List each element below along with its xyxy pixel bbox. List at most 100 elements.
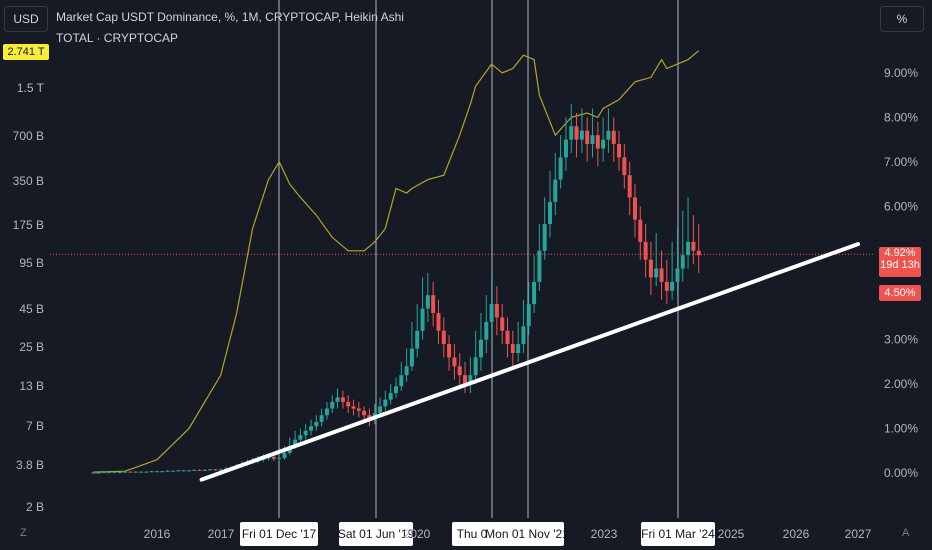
x-tick-label: 2023 [591,527,618,541]
compare-symbol-label[interactable]: TOTAL · CRYPTOCAP [56,31,179,45]
candle-body [409,348,414,367]
candle-body [494,304,499,318]
candle [133,471,138,473]
candle-body [160,471,165,473]
right-price-badge: 4.92% 19d 13h [879,247,921,277]
candle [659,250,664,300]
candle [473,330,478,385]
candle [595,121,600,167]
right-tick-label: 8.00% [884,110,918,124]
candle-body [186,470,191,472]
candle-body [484,321,489,340]
date-marker-label: Thu 0 [457,527,488,541]
candle [170,470,175,472]
candle-body [128,471,133,473]
candle [590,108,595,158]
candle [309,419,314,436]
candle [319,408,324,427]
candle-body [351,406,356,409]
candle-body [309,426,314,431]
candle-body [691,241,696,251]
left-axis-unit-button[interactable]: USD [4,6,48,32]
candle-body [643,241,648,260]
bar-countdown: 19d 13h [880,259,920,271]
candle-body [627,175,632,198]
candle [468,357,473,393]
candle-body [155,471,159,473]
candle-body [319,415,324,422]
candle [457,352,462,389]
x-tick-label: 2020 [404,527,431,541]
candle [670,241,675,300]
candle [494,286,499,336]
candle-body [670,281,675,291]
candle-body [415,330,420,349]
candle [155,470,159,473]
candle [91,472,96,474]
candle-body [516,344,521,353]
date-marker-label-bg [339,522,413,546]
candle-body [558,157,563,180]
date-marker-label: Mon 01 Nov '21 [485,527,569,541]
candle-body [404,366,409,376]
candle-body [654,268,659,278]
candle-body [664,281,669,291]
candle [526,281,531,336]
candle-body [383,399,388,407]
candle [335,388,340,409]
candle-body [489,304,494,322]
left-tick-label: 45 B [19,302,44,316]
candle [505,317,510,358]
candles [91,104,701,474]
candle-body [617,144,622,158]
candle [601,117,606,162]
date-marker-label-bg [452,522,492,546]
candle-body [632,197,637,220]
candle [569,104,574,153]
candle [123,471,128,473]
candle-body [149,471,154,473]
candle-body [659,268,664,282]
candle [160,470,165,473]
right-tick-label: 2.00% [884,377,918,391]
candle-body [277,457,282,459]
candle-body [324,408,329,416]
candle-body [165,470,170,472]
candle-body [590,135,595,145]
candle-body [622,157,627,176]
candle [548,170,553,238]
right-axis-unit-button[interactable]: % [880,6,924,32]
candle-body [680,255,685,269]
auto-scale-left-button[interactable]: Z [20,527,27,539]
candle [346,395,351,413]
total-line-path [93,50,700,473]
candle-body [436,312,441,331]
candle [399,361,404,391]
candle [542,197,547,260]
candle [298,428,303,442]
left-tick-label: 95 B [19,256,44,270]
axes: 1.5 T 700 B 350 B 175 B 95 B 45 B 25 B 13 B 7 B 3… [13,66,919,541]
x-tick-label: 2025 [718,527,745,541]
candle [680,210,685,282]
left-tick-label: 3.8 B [16,458,44,472]
candle-body [606,130,611,140]
candle [356,401,361,418]
candle-body [473,357,478,376]
candle [176,469,181,472]
candle-body [133,471,138,473]
candle-body [569,126,574,140]
right-tick-label: 0.00% [884,466,918,480]
candle-body [526,304,531,327]
candle [388,384,393,405]
candle [537,224,542,291]
right-low-badge: 4.50% [879,285,921,301]
candle-body [213,469,218,471]
left-tick-label: 13 B [19,379,44,393]
auto-scale-right-button[interactable]: A [902,527,910,539]
candle-body [611,130,616,145]
candle-body [696,250,701,256]
candle [303,424,308,440]
